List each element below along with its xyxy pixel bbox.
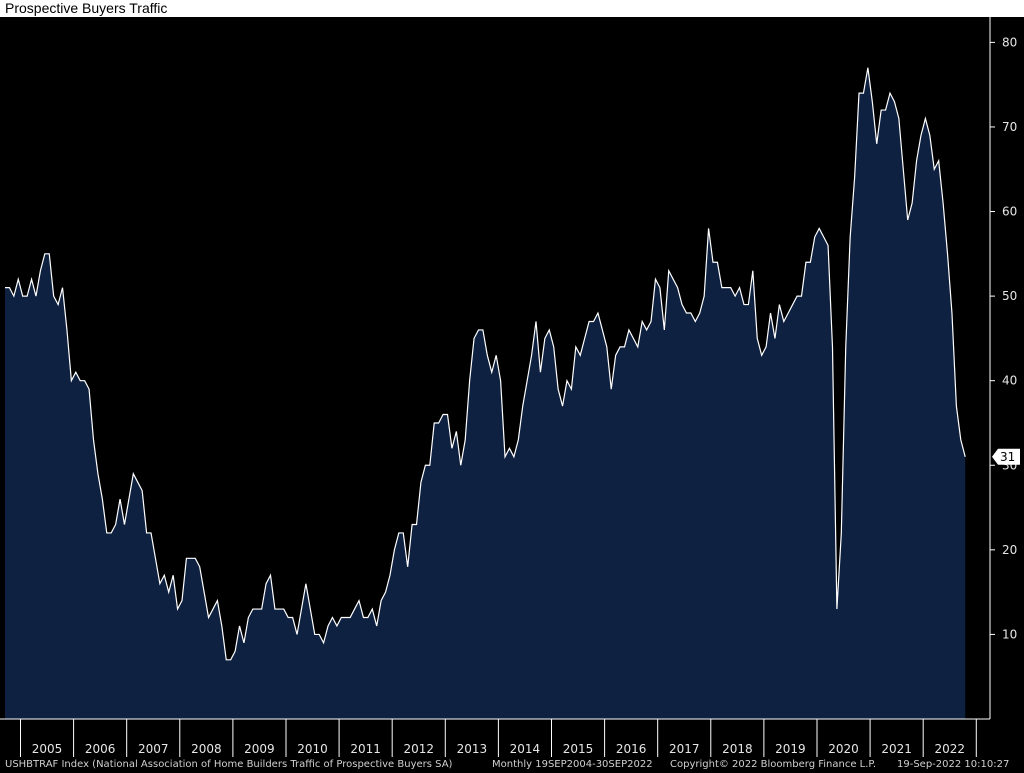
x-tick-label: 2006 [85, 742, 116, 756]
x-tick-label: 2005 [32, 742, 63, 756]
x-tick-label: 2013 [457, 742, 488, 756]
x-tick-label: 2010 [297, 742, 328, 756]
x-tick-label: 2008 [191, 742, 222, 756]
y-tick-label: 50 [1002, 289, 1017, 303]
chart-footer: USHBTRAF Index (National Association of … [0, 757, 1024, 773]
last-value-label: 31 [1000, 450, 1015, 464]
y-tick-label: 10 [1002, 627, 1017, 641]
x-tick-label: 2007 [138, 742, 169, 756]
x-tick-label: 2017 [669, 742, 700, 756]
footer-range: Monthly 19SEP2004-30SEP2022 [492, 759, 653, 770]
x-tick-label: 2016 [616, 742, 647, 756]
footer-timestamp: 19-Sep-2022 10:10:27 [897, 759, 1010, 770]
x-tick-label: 2019 [775, 742, 806, 756]
y-tick-label: 20 [1002, 543, 1017, 557]
footer-copyright: Copyright© 2022 Bloomberg Finance L.P. [670, 759, 877, 770]
x-tick-label: 2020 [828, 742, 859, 756]
x-tick-label: 2011 [350, 742, 381, 756]
x-tick-label: 2021 [881, 742, 912, 756]
chart-area: 10 20 30 40 50 60 70 80 2005 2006 2007 2008 2009 201… [0, 17, 1024, 773]
series-line [5, 67, 966, 661]
x-tick-label: 2015 [563, 742, 594, 756]
chart-title: Prospective Buyers Traffic [0, 0, 1024, 17]
y-tick-label: 40 [1002, 374, 1017, 388]
x-tick-label: 2022 [934, 742, 965, 756]
series-area-fill [5, 67, 966, 719]
x-tick-label: 2012 [403, 742, 434, 756]
y-tick-label: 70 [1002, 120, 1017, 134]
y-tick-label: 80 [1002, 35, 1017, 49]
x-tick-label: 2014 [510, 742, 541, 756]
x-tick-label: 2018 [722, 742, 753, 756]
x-tick-label: 2009 [244, 742, 275, 756]
last-value-marker [992, 448, 1020, 465]
y-tick-label: 60 [1002, 205, 1017, 219]
footer-ticker: USHBTRAF Index (National Association of … [5, 759, 453, 770]
